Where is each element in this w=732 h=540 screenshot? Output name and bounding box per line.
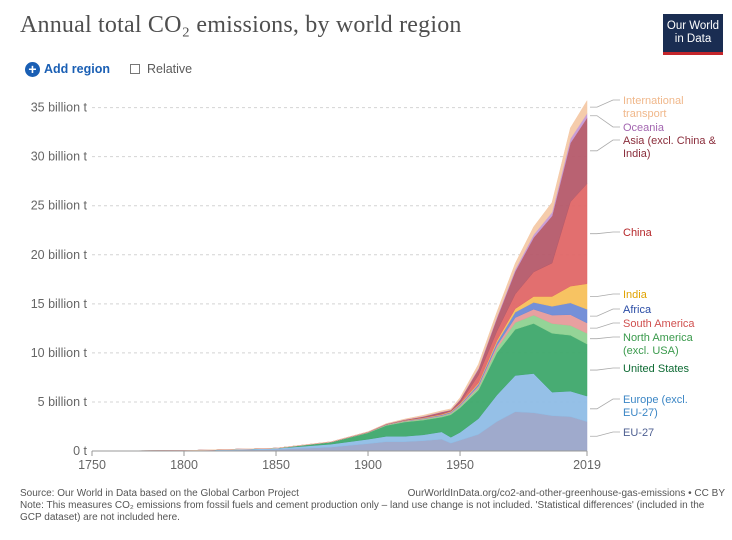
label-connector <box>590 139 620 152</box>
series-label: Asia (excl. China & <box>623 135 717 147</box>
series-label: India) <box>623 148 651 160</box>
relative-toggle[interactable]: Relative <box>129 62 193 76</box>
label-connector <box>590 293 620 297</box>
relative-label: Relative <box>146 62 193 76</box>
series-label: United States <box>623 363 690 375</box>
chart-footer: Source: Our World in Data based on the G… <box>20 488 725 524</box>
series-label: Oceania <box>623 122 665 134</box>
plus-icon: + <box>25 61 40 77</box>
y-tick-label: 15 billion t <box>31 297 88 311</box>
y-tick-label: 20 billion t <box>31 248 88 262</box>
x-tick-label: 2019 <box>573 458 601 472</box>
series-label: North America <box>623 332 694 344</box>
label-connector <box>590 336 620 340</box>
label-connector <box>590 99 620 108</box>
series-label: China <box>623 227 653 239</box>
x-tick-label: 1900 <box>354 458 382 472</box>
label-connector <box>590 308 620 317</box>
y-tick-label: 0 t <box>73 444 87 458</box>
area-international-transport <box>91 99 588 452</box>
series-label: EU-27) <box>623 407 658 419</box>
checkbox-icon[interactable] <box>129 64 140 74</box>
x-tick-label: 1750 <box>78 458 106 472</box>
logo-line-1: Our World <box>666 20 720 32</box>
source-url[interactable]: OurWorldInData.org/co2-and-other-greenho… <box>407 488 725 499</box>
label-connector <box>590 322 620 329</box>
chart-controls: + Add region Relative <box>25 60 192 78</box>
y-tick-label: 25 billion t <box>31 199 88 213</box>
series-label: Africa <box>623 304 652 316</box>
series-label: (excl. USA) <box>623 345 679 357</box>
series-label: India <box>623 289 648 301</box>
series-label: EU-27 <box>623 427 654 439</box>
label-connector <box>590 231 620 235</box>
y-tick-label: 5 billion t <box>38 395 88 409</box>
series-label: International <box>623 95 684 107</box>
chart-svg: 0 t 5 billion t 10 billion t 15 billion t 20… <box>31 95 717 472</box>
series-label: South America <box>623 318 695 330</box>
chart-title: Annual total CO₂ emissions, by world reg… <box>20 12 462 38</box>
x-tick-label: 1800 <box>170 458 198 472</box>
note-text: Note: This measures CO₂ emissions from f… <box>20 500 705 523</box>
source-text: Source: Our World in Data based on the G… <box>20 488 299 499</box>
x-tick-label: 1850 <box>262 458 290 472</box>
label-connector <box>590 398 620 410</box>
y-tick-label: 30 billion t <box>31 150 88 164</box>
owid-logo[interactable]: Our World in Data <box>663 14 723 55</box>
series-label: transport <box>623 108 666 120</box>
y-tick-label: 35 billion t <box>31 101 88 115</box>
y-tick-label: 10 billion t <box>31 346 88 360</box>
label-connector <box>590 431 620 437</box>
add-region-button[interactable]: + Add region <box>25 61 110 77</box>
logo-line-2: in Data <box>674 33 712 45</box>
label-connector <box>590 367 620 371</box>
x-tick-label: 1950 <box>446 458 474 472</box>
add-region-label: Add region <box>44 62 110 76</box>
label-connector <box>590 115 620 128</box>
series-label: Europe (excl. <box>623 394 688 406</box>
